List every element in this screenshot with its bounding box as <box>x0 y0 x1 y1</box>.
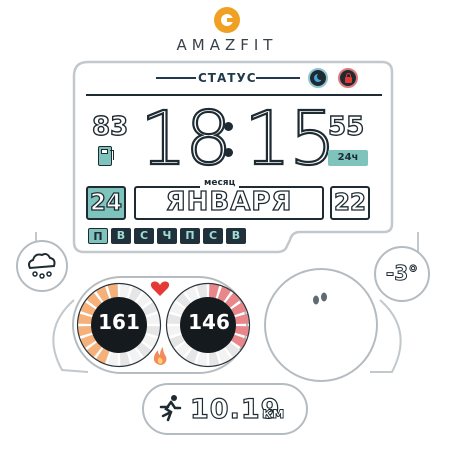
weekday-friday: П <box>180 228 200 244</box>
amazfit-logo-icon <box>214 7 240 33</box>
heart-rate-dial-segment <box>145 325 160 337</box>
calories-dial-center <box>180 297 236 353</box>
dial-frame-right <box>370 299 402 373</box>
heart-rate-dial-segment <box>96 286 110 302</box>
time-colon-bottom <box>224 148 233 157</box>
heart-rate-dial-segment <box>142 302 158 316</box>
calories-dial-segment <box>231 302 247 316</box>
battery-percent: 83 <box>91 112 129 142</box>
fuel-pump-icon <box>98 146 114 166</box>
running-person-icon <box>159 395 182 422</box>
calories-dial-segment <box>169 334 185 348</box>
heart-rate-dial-segment <box>119 351 131 366</box>
time-minutes: 15 <box>243 96 337 182</box>
status-title: СТАТУС <box>198 71 257 85</box>
temperature-value: -3° <box>385 261 419 286</box>
calories-dial-segment <box>175 342 191 358</box>
cloud-snow-icon <box>28 253 56 279</box>
time-format-badge: 24ч <box>328 150 368 166</box>
calories-dial-segment <box>167 313 182 325</box>
weekday-monday: П <box>88 228 108 244</box>
heart-rate-dial-segment <box>119 284 131 299</box>
lock-icon <box>338 68 358 88</box>
calories-dial-segment <box>167 325 182 337</box>
heart-icon <box>150 281 170 296</box>
weekday-row: П В С Ч П С В <box>88 228 246 244</box>
steps-value: 1020 <box>293 309 349 333</box>
time-colon-top <box>224 122 233 131</box>
heart-rate-dial-segment <box>78 325 93 337</box>
weekday-sunday: В <box>226 228 246 244</box>
calories-dial-segment <box>208 284 220 299</box>
calories-dial-segment <box>231 334 247 348</box>
heart-rate-value: 161 <box>98 310 140 334</box>
status-panel-frame <box>72 60 394 254</box>
calories-dial-segment <box>169 302 185 316</box>
brand-name: AMAZFIT <box>176 36 278 54</box>
dial-frame-left <box>52 299 89 373</box>
calories-dial-segment <box>234 325 249 337</box>
calories-dial-segment <box>175 292 191 308</box>
heart-rate-dial-segment <box>128 286 142 302</box>
heart-rate-dial-segment <box>78 313 93 325</box>
calories-value: 146 <box>188 310 230 334</box>
calories-dial-segment <box>225 292 241 308</box>
heart-rate-dial-outline <box>76 282 162 368</box>
weekday-tuesday: В <box>111 228 131 244</box>
heart-rate-dial-segment <box>107 284 119 299</box>
time-hours: 18 <box>139 96 233 182</box>
calories-dial-segment <box>196 351 208 366</box>
weekday-wednesday: С <box>134 228 154 244</box>
heart-rate-dial-segment <box>86 292 102 308</box>
calories-dial-segment <box>234 313 249 325</box>
day-number: 24 <box>89 189 122 216</box>
calories-dial-segment <box>185 286 199 302</box>
heart-rate-dial-segment <box>145 313 160 325</box>
time-seconds: 55 <box>327 112 365 142</box>
calories-dial-segment <box>217 286 231 302</box>
heart-rate-dial-segment <box>136 342 152 358</box>
temperature-widget[interactable]: -3° <box>374 246 430 302</box>
heart-rate-dial-segment <box>86 342 102 358</box>
footprints-icon <box>313 292 327 305</box>
day-box: 24 <box>86 186 126 220</box>
calories-dial-segment <box>185 348 199 364</box>
calories-dial-segment <box>217 348 231 364</box>
calories-dial-segment <box>225 342 241 358</box>
steps-dial-frame <box>264 268 378 382</box>
calories-dial-segment <box>208 351 220 366</box>
heart-rate-dial-segment <box>80 302 96 316</box>
flame-icon <box>153 347 167 365</box>
weekday-saturday: С <box>203 228 223 244</box>
heart-rate-dial-segment <box>80 334 96 348</box>
calories-dial-outline <box>165 282 251 368</box>
heart-rate-dial-center <box>91 297 147 353</box>
week-number-box: 22 <box>330 186 370 220</box>
weekday-thursday: Ч <box>157 228 177 244</box>
heart-rate-dial-segment <box>96 348 110 364</box>
week-number: 22 <box>333 189 366 216</box>
heart-rate-dial-segment <box>136 292 152 308</box>
heart-rate-dial-segment <box>128 348 142 364</box>
distance-pill[interactable] <box>142 383 308 435</box>
month-name: ЯНВАРЯ <box>165 187 293 217</box>
heart-rate-dial-segment <box>107 351 119 366</box>
dnd-moon-icon <box>308 68 328 88</box>
distance-unit: км <box>262 404 285 423</box>
month-caption: месяц <box>200 178 240 188</box>
calories-dial-segment <box>196 284 208 299</box>
heart-rate-dial-segment <box>142 334 158 348</box>
distance-value: 10.19 <box>189 393 281 425</box>
weather-button[interactable] <box>16 240 68 292</box>
